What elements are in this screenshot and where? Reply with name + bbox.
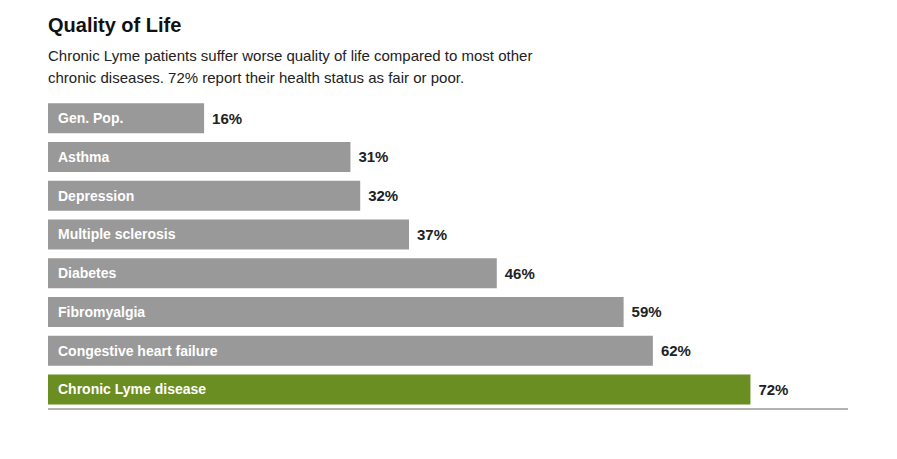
svg-text:Diabetes: Diabetes — [58, 265, 117, 281]
svg-text:Chronic Lyme disease: Chronic Lyme disease — [58, 381, 206, 397]
svg-text:59%: 59% — [632, 303, 662, 320]
svg-text:46%: 46% — [505, 264, 535, 281]
svg-text:Multiple sclerosis: Multiple sclerosis — [58, 226, 176, 242]
svg-text:Congestive heart failure: Congestive heart failure — [58, 342, 218, 358]
html-text:Chronic Lyme patients suffer w: Chronic Lyme patients suffer worse quali… — [48, 47, 533, 86]
svg-text:62%: 62% — [661, 342, 691, 359]
svg-text:37%: 37% — [417, 225, 447, 242]
svg-text:32%: 32% — [368, 187, 398, 204]
svg-text:Depression: Depression — [58, 187, 134, 203]
svg-text:Gen. Pop.: Gen. Pop. — [58, 110, 123, 126]
svg-text:Asthma: Asthma — [58, 148, 110, 164]
html-text:Quality of Life: Quality of Life — [48, 14, 182, 36]
svg-text:Fibromyalgia: Fibromyalgia — [58, 303, 145, 319]
svg-text:72%: 72% — [758, 380, 788, 397]
svg-text:16%: 16% — [212, 109, 242, 126]
svg-text:31%: 31% — [358, 148, 388, 165]
